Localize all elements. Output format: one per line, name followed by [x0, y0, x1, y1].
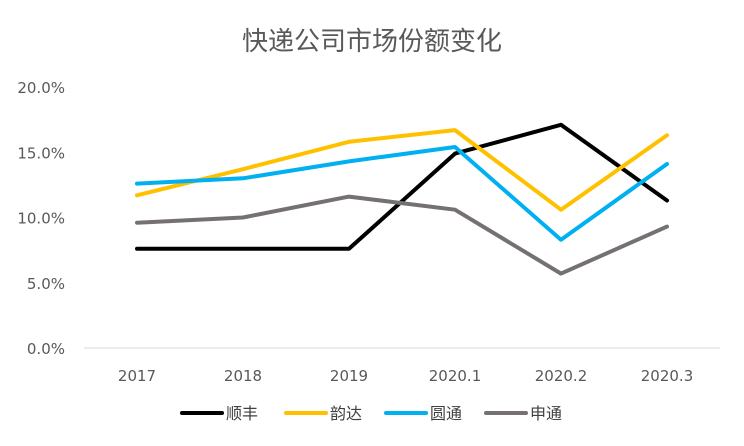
series-line-1 — [135, 128, 669, 212]
series-line-0 — [135, 122, 669, 251]
x-axis-tick-labels: 2017 2018 2019 2020.1 2020.2 2020.3 — [118, 367, 693, 385]
legend: 顺丰 韵达 圆通 申通 — [180, 404, 562, 423]
chart-title: 快递公司市场份额变化 — [242, 27, 502, 57]
y-tick-label: 5.0% — [27, 275, 65, 293]
y-tick-label: 15.0% — [17, 144, 65, 162]
legend-label-1: 韵达 — [330, 404, 362, 423]
y-tick-label: 0.0% — [27, 340, 65, 358]
x-tick-label: 2020.2 — [535, 367, 588, 385]
x-tick-label: 2020.1 — [429, 367, 482, 385]
y-tick-label: 10.0% — [17, 210, 65, 228]
y-axis-tick-labels: 0.0% 5.0% 10.0% 15.0% 20.0% — [17, 79, 65, 358]
x-tick-label: 2018 — [224, 367, 262, 385]
series-line-2 — [135, 145, 669, 242]
series-lines — [135, 122, 669, 276]
legend-label-0: 顺丰 — [226, 404, 258, 423]
x-tick-label: 2019 — [330, 367, 368, 385]
y-tick-label: 20.0% — [17, 79, 65, 97]
legend-label-3: 申通 — [530, 404, 562, 423]
x-tick-label: 2017 — [118, 367, 156, 385]
legend-label-2: 圆通 — [430, 404, 462, 423]
series-line-3 — [135, 194, 669, 276]
x-tick-label: 2020.3 — [641, 367, 694, 385]
